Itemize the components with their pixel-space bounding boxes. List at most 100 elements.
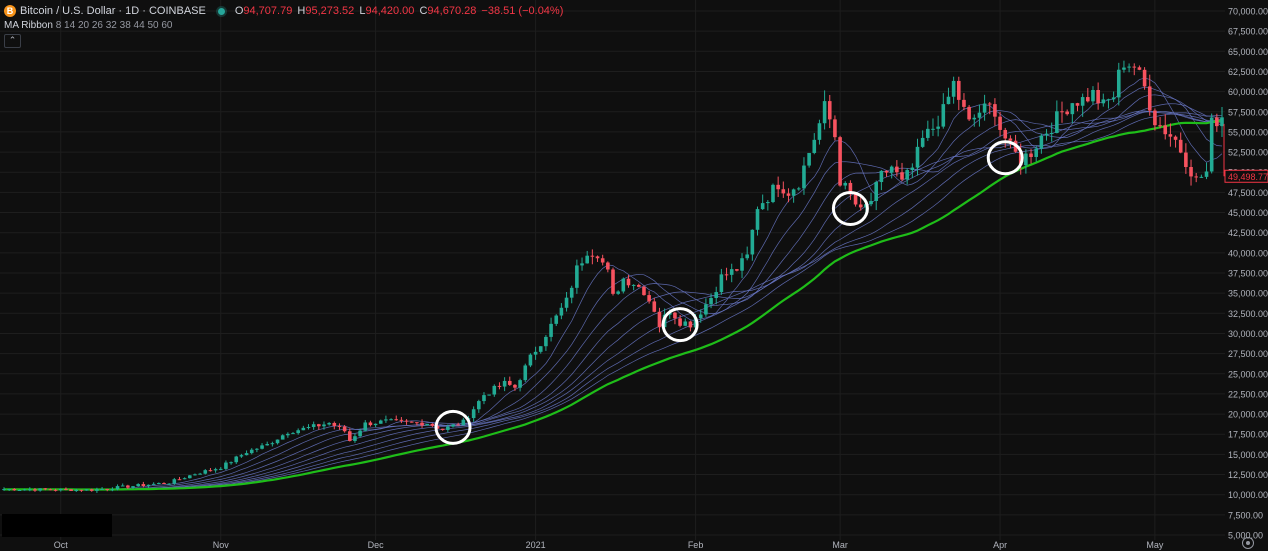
candle-body[interactable] xyxy=(1168,134,1173,137)
candle-body[interactable] xyxy=(590,255,595,257)
candle-body[interactable] xyxy=(1034,148,1039,157)
candle-body[interactable] xyxy=(771,184,775,203)
candle-body[interactable] xyxy=(791,189,796,196)
candle-body[interactable] xyxy=(182,478,187,480)
candle-body[interactable] xyxy=(1044,133,1049,136)
price-axis[interactable]: 70,000.00 67,500.00 65,000.00 62,500.00 60,0… xyxy=(1223,7,1268,541)
candle-body[interactable] xyxy=(1127,66,1131,68)
candle-body[interactable] xyxy=(1184,152,1188,168)
candle-body[interactable] xyxy=(95,489,99,491)
candle-body[interactable] xyxy=(296,430,300,434)
candle-body[interactable] xyxy=(64,488,68,490)
candle-body[interactable] xyxy=(384,419,388,421)
candle-body[interactable] xyxy=(224,462,228,469)
candle-body[interactable] xyxy=(58,488,63,491)
candle-body[interactable] xyxy=(157,483,161,485)
candle-body[interactable] xyxy=(368,422,373,426)
candle-body[interactable] xyxy=(213,469,218,471)
candle-body[interactable] xyxy=(1194,176,1198,178)
candle-body[interactable] xyxy=(193,474,197,476)
candle-body[interactable] xyxy=(146,484,151,487)
candle-body[interactable] xyxy=(409,421,414,423)
candle-body[interactable] xyxy=(611,269,615,294)
candle-body[interactable] xyxy=(1096,89,1100,104)
candle-body[interactable] xyxy=(559,307,564,316)
candle-body[interactable] xyxy=(1137,67,1142,70)
candle-body[interactable] xyxy=(652,301,657,312)
candle-body[interactable] xyxy=(766,202,770,204)
candle-body[interactable] xyxy=(631,284,636,286)
candle-body[interactable] xyxy=(162,483,166,485)
candle-body[interactable] xyxy=(1039,135,1044,149)
candle-body[interactable] xyxy=(477,401,481,410)
candle-body[interactable] xyxy=(833,119,837,138)
candle-body[interactable] xyxy=(1199,176,1204,178)
candle-body[interactable] xyxy=(446,426,450,430)
candle-body[interactable] xyxy=(843,182,848,186)
candle-body[interactable] xyxy=(993,104,997,117)
candle-body[interactable] xyxy=(802,165,806,189)
candle-body[interactable] xyxy=(502,380,507,387)
candle-body[interactable] xyxy=(673,312,677,319)
candle-body[interactable] xyxy=(322,424,326,427)
candle-body[interactable] xyxy=(43,488,48,490)
candle-body[interactable] xyxy=(1003,129,1008,139)
candle-body[interactable] xyxy=(1091,89,1095,102)
gear-icon[interactable] xyxy=(1242,537,1254,549)
candle-body[interactable] xyxy=(218,468,223,470)
candle-body[interactable] xyxy=(616,291,620,294)
candle-body[interactable] xyxy=(647,295,651,302)
candle-body[interactable] xyxy=(172,479,177,484)
candle-body[interactable] xyxy=(358,430,362,437)
candle-body[interactable] xyxy=(451,424,455,427)
candle-body[interactable] xyxy=(931,128,935,130)
candle-body[interactable] xyxy=(750,229,755,255)
candle-body[interactable] xyxy=(637,284,641,287)
candle-body[interactable] xyxy=(404,420,409,422)
candle-body[interactable] xyxy=(817,123,822,140)
candle-body[interactable] xyxy=(879,170,884,183)
candle-body[interactable] xyxy=(1209,117,1214,172)
candle-body[interactable] xyxy=(141,484,146,487)
candle-body[interactable] xyxy=(920,137,925,147)
candle-body[interactable] xyxy=(1008,138,1013,141)
candle-body[interactable] xyxy=(1153,110,1157,126)
candle-body[interactable] xyxy=(1111,97,1116,100)
candle-body[interactable] xyxy=(198,473,202,475)
candle-body[interactable] xyxy=(286,433,290,436)
candle-body[interactable] xyxy=(977,112,982,118)
candle-body[interactable] xyxy=(1049,133,1054,135)
candle-body[interactable] xyxy=(1116,69,1121,98)
candle-body[interactable] xyxy=(53,489,58,491)
candle-body[interactable] xyxy=(187,475,192,479)
candle-body[interactable] xyxy=(1024,153,1028,166)
candle-body[interactable] xyxy=(1163,125,1168,135)
candle-body[interactable] xyxy=(1060,111,1064,113)
candle-body[interactable] xyxy=(151,483,156,485)
candle-body[interactable] xyxy=(497,385,502,387)
candle-body[interactable] xyxy=(972,117,977,120)
candle-body[interactable] xyxy=(17,489,22,491)
candle-body[interactable] xyxy=(1158,125,1162,127)
candle-body[interactable] xyxy=(1106,99,1111,101)
candle-body[interactable] xyxy=(1132,66,1137,68)
candle-body[interactable] xyxy=(626,278,631,286)
collapse-legend-button[interactable]: ⌃ xyxy=(4,34,21,48)
candle-body[interactable] xyxy=(760,203,765,210)
candle-body[interactable] xyxy=(378,420,383,424)
candle-body[interactable] xyxy=(89,489,94,491)
candle-body[interactable] xyxy=(306,427,311,429)
candle-body[interactable] xyxy=(714,292,719,299)
candle-body[interactable] xyxy=(244,453,249,456)
candle-body[interactable] xyxy=(962,99,966,107)
candle-body[interactable] xyxy=(22,489,27,491)
candle-body[interactable] xyxy=(827,101,832,120)
candle-body[interactable] xyxy=(683,321,688,326)
candle-body[interactable] xyxy=(745,254,749,259)
candle-body[interactable] xyxy=(229,462,233,464)
candle-body[interactable] xyxy=(136,484,140,487)
candle-body[interactable] xyxy=(105,488,110,490)
candle-body[interactable] xyxy=(482,395,486,402)
candle-body[interactable] xyxy=(1204,171,1209,177)
